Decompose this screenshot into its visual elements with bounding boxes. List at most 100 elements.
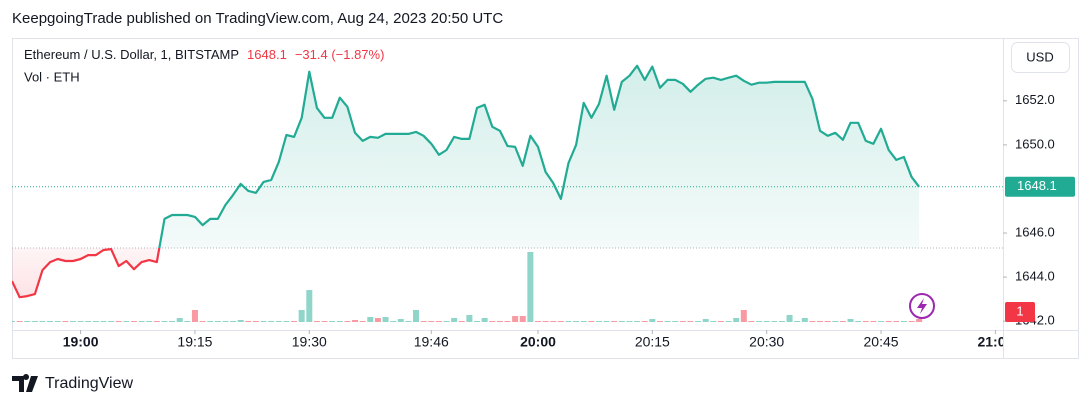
volume-bar [839,321,846,322]
volume-bar [794,321,801,322]
volume-bar [916,319,923,322]
volume-bar [47,321,54,322]
volume-bar [900,321,907,322]
volume-bar [54,321,61,322]
volume-bar [580,321,587,322]
volume-bar [458,321,465,322]
volume-bar [230,321,237,322]
volume-bar [778,321,785,322]
volume-bar [237,320,244,322]
volume-bar [618,321,625,322]
x-tick-label: 20:00 [520,334,556,350]
legend-change: −31.4 (−1.87%) [295,47,385,62]
volume-bar [908,321,915,322]
volume-bar [405,321,412,322]
volume-bar [153,321,160,322]
volume-bar [832,321,839,322]
volume-bar [207,321,214,322]
volume-bar [252,321,259,322]
y-tick-label: 1652.0 [1015,92,1055,107]
volume-bar [588,321,595,322]
volume-bar [542,321,549,322]
volume-bar [855,321,862,322]
volume-bar [176,318,183,322]
volume-bar [245,321,252,322]
volume-bar [717,321,724,322]
x-tick-label: 19:46 [414,334,449,350]
volume-bar [786,315,793,322]
y-tick-label: 1650.0 [1015,136,1055,151]
volume-bar [870,321,877,322]
volume-bar [451,318,458,322]
volume-bar [611,321,618,322]
volume-bar [275,321,282,322]
y-tick-label: 1644.0 [1015,269,1055,284]
volume-bar [557,321,564,322]
volume-bar [595,321,602,322]
volume-bar [573,321,580,322]
volume-bar [16,321,23,322]
volume-bar [428,321,435,322]
volume-bar [809,321,816,322]
x-tick-label: 21:00 [977,334,1013,350]
volume-bar [679,321,686,322]
symbol: Ethereum / U.S. Dollar, 1, BITSTAMP [24,47,239,62]
volume-bar [702,319,709,322]
volume-bar [672,321,679,322]
volume-bar [862,321,869,322]
tradingview-logo [12,374,38,392]
plot-area [12,64,1003,322]
volume-bar [474,321,481,322]
volume-bar [199,321,206,322]
x-tick-label: 19:00 [63,334,99,350]
volume-bar [756,321,763,322]
volume-bar [321,321,328,322]
volume-bar [191,310,198,322]
last-price-badge [1005,176,1075,197]
volume-bar [687,321,694,322]
volume-bar [847,319,854,322]
volume-bar [85,321,92,322]
x-tick-label: 19:30 [292,334,327,350]
volume-bar [31,321,38,322]
volume-bar [641,321,648,322]
volume-bar [824,321,831,322]
volume-bar [24,321,31,322]
volume-bar [649,319,656,322]
volume-bar [504,321,511,322]
volume-bar [565,321,572,322]
volume-bar [77,321,84,322]
volume-bar [626,321,633,322]
volume-bar [313,321,320,322]
volume-bar [885,321,892,322]
volume-bar [146,321,153,322]
currency-button[interactable] [1011,42,1070,73]
count-badge-label: 1 [1016,303,1023,318]
currency-label[interactable]: USD [1026,49,1053,64]
volume-bar [489,321,496,322]
volume-legend: Vol · ETH [24,69,80,84]
x-tick-label: 20:15 [635,334,670,350]
volume-bar [352,320,359,322]
alert-icon[interactable] [909,293,935,319]
volume-bar [298,310,305,322]
volume-bar [413,310,420,322]
count-badge [1005,302,1035,322]
volume-bar [69,321,76,322]
volume-bar [634,321,641,322]
price-area [12,65,920,298]
volume-bar [214,321,221,322]
volume-bar [740,310,747,322]
volume-bar [161,321,168,322]
legend-last: 1648.1 [247,47,287,62]
volume-bar [771,321,778,322]
volume-bar [748,321,755,322]
volume-bar [115,321,122,322]
volume-bar [92,321,99,322]
volume-bar [733,318,740,322]
volume-bar [367,317,374,322]
volume-bar [12,321,15,322]
volume-bar [344,321,351,322]
